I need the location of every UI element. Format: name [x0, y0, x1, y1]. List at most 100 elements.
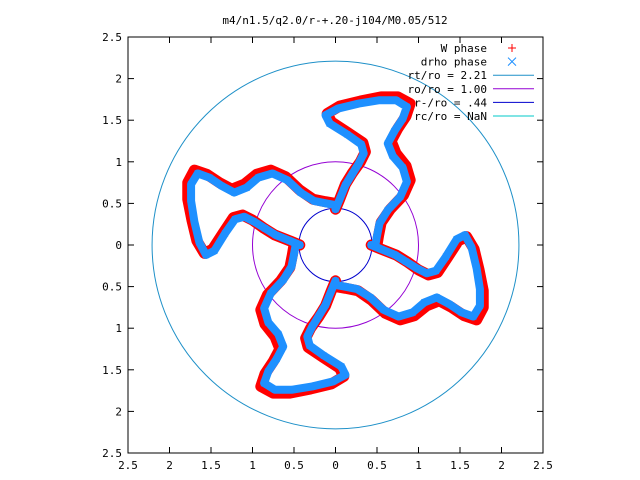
- x-tick-label: 1: [415, 459, 422, 472]
- y-tick-label: 0.5: [102, 197, 122, 210]
- x-tick-label: 0.5: [284, 459, 304, 472]
- y-tick-label: 1: [115, 322, 122, 335]
- drho-phase-point: [391, 127, 398, 135]
- drho-phase-point: [461, 231, 469, 239]
- legend-label: rt/ro = 2.21: [408, 69, 487, 82]
- drho-phase-point: [442, 253, 450, 261]
- x-tick-label: 0.5: [367, 459, 387, 472]
- drho-phase-point: [231, 215, 239, 223]
- x-tick-label: 2: [498, 459, 505, 472]
- drho-phase-point: [376, 96, 383, 104]
- drho-phase-point: [342, 181, 349, 189]
- x-tick-label: 2.5: [118, 459, 138, 472]
- legend-label: drho phase: [421, 56, 487, 69]
- chart-title: m4/n1.5/q2.0/r-+.20-j104/M0.05/512: [222, 14, 447, 27]
- drho-phase-point: [320, 352, 328, 360]
- drho-phase-point: [288, 263, 295, 270]
- data-marks: [182, 91, 489, 399]
- legend-marker-w-phase: [508, 44, 516, 52]
- drho-phase-point: [260, 304, 268, 312]
- y-tick-label: 1.5: [102, 114, 122, 127]
- drho-phase-point: [380, 306, 387, 314]
- drho-phase-point: [264, 368, 272, 375]
- drho-phase-point: [476, 285, 484, 293]
- drho-phase-point: [290, 250, 298, 258]
- drho-phase-point: [367, 294, 374, 301]
- drho-phase-point: [279, 343, 287, 350]
- drho-phase-point: [473, 264, 480, 272]
- drho-phase-arm: [331, 231, 484, 321]
- drho-phase-point: [279, 276, 287, 284]
- drho-phase-point: [306, 342, 314, 350]
- drho-phase-point: [202, 251, 210, 259]
- y-tick-label: 1.5: [102, 364, 122, 377]
- legend-label: r-/ro = .44: [414, 96, 487, 109]
- drho-phase-point: [391, 251, 399, 259]
- drho-phase-point: [395, 313, 402, 320]
- drho-phase-point: [409, 309, 417, 316]
- x-tick-label: 0: [332, 459, 339, 472]
- drho-phase-point: [355, 100, 363, 107]
- x-tick-label: 1.5: [450, 459, 470, 472]
- drho-phase-point: [205, 174, 213, 181]
- drho-phase-point: [341, 283, 348, 290]
- drho-phase-point: [267, 289, 275, 297]
- drho-phase-point: [403, 103, 411, 111]
- y-tick-label: 0: [115, 239, 122, 252]
- drho-phase-point: [403, 178, 411, 186]
- drho-phase-point: [420, 299, 428, 306]
- drho-phase-point: [315, 312, 323, 320]
- drho-phase-point: [327, 287, 335, 295]
- drho-phase-point: [384, 140, 392, 147]
- drho-phase-point: [254, 174, 262, 181]
- circle-r-ro: [298, 207, 373, 283]
- legend-label: ro/ro = 1.00: [408, 83, 487, 96]
- drho-phase-point: [272, 231, 280, 239]
- drho-phase-point: [413, 264, 421, 272]
- drho-phase-point: [288, 386, 295, 394]
- drho-phase-point: [469, 313, 477, 320]
- drho-phase-point: [432, 267, 440, 275]
- drho-phase-point: [458, 309, 466, 316]
- drho-phase-point: [264, 319, 272, 326]
- drho-phase-point: [260, 379, 268, 387]
- drho-phase-arm: [321, 96, 411, 249]
- drho-phase-point: [348, 170, 356, 178]
- drho-phase-point: [389, 152, 397, 160]
- drho-phase-point: [445, 300, 453, 308]
- drho-phase-point: [297, 189, 304, 196]
- drho-phase-point: [396, 193, 404, 201]
- drho-phase-point: [323, 200, 330, 207]
- y-tick-label: 0.5: [102, 281, 122, 294]
- drho-phase-point: [221, 229, 229, 237]
- x-tick-label: 2.5: [533, 459, 553, 472]
- plot-axes: 2.5 2 1.5 1 0.5 0 0.5 1 1.5 2 2.52.521.510.500.511…: [102, 31, 553, 472]
- drho-phase-point: [284, 176, 291, 184]
- drho-phase-point: [303, 333, 311, 340]
- drho-phase-point: [261, 225, 269, 232]
- drho-phase-arm: [260, 241, 350, 394]
- drho-phase-point: [240, 213, 248, 221]
- circle-ro-ro: [252, 161, 419, 329]
- drho-phase-point: [187, 180, 195, 188]
- drho-phase-point: [332, 281, 339, 289]
- drho-phase-point: [210, 247, 218, 255]
- x-tick-label: 1.5: [201, 459, 221, 472]
- drho-phase-arm: [187, 169, 340, 259]
- y-tick-label: 1: [115, 156, 122, 169]
- drho-phase-point: [187, 197, 195, 205]
- drho-phase-point: [269, 170, 276, 177]
- drho-phase-point: [286, 237, 294, 245]
- drho-phase-point: [271, 386, 279, 394]
- drho-phase-point: [292, 241, 300, 249]
- drho-phase-point: [360, 150, 368, 157]
- drho-phase-point: [250, 218, 258, 226]
- drho-phase-point: [367, 241, 375, 249]
- drho-phase-point: [322, 301, 329, 309]
- drho-phase-point: [353, 285, 361, 293]
- drho-phase-point: [329, 378, 337, 385]
- drho-phase-point: [468, 244, 475, 251]
- drho-phase-point: [476, 302, 484, 310]
